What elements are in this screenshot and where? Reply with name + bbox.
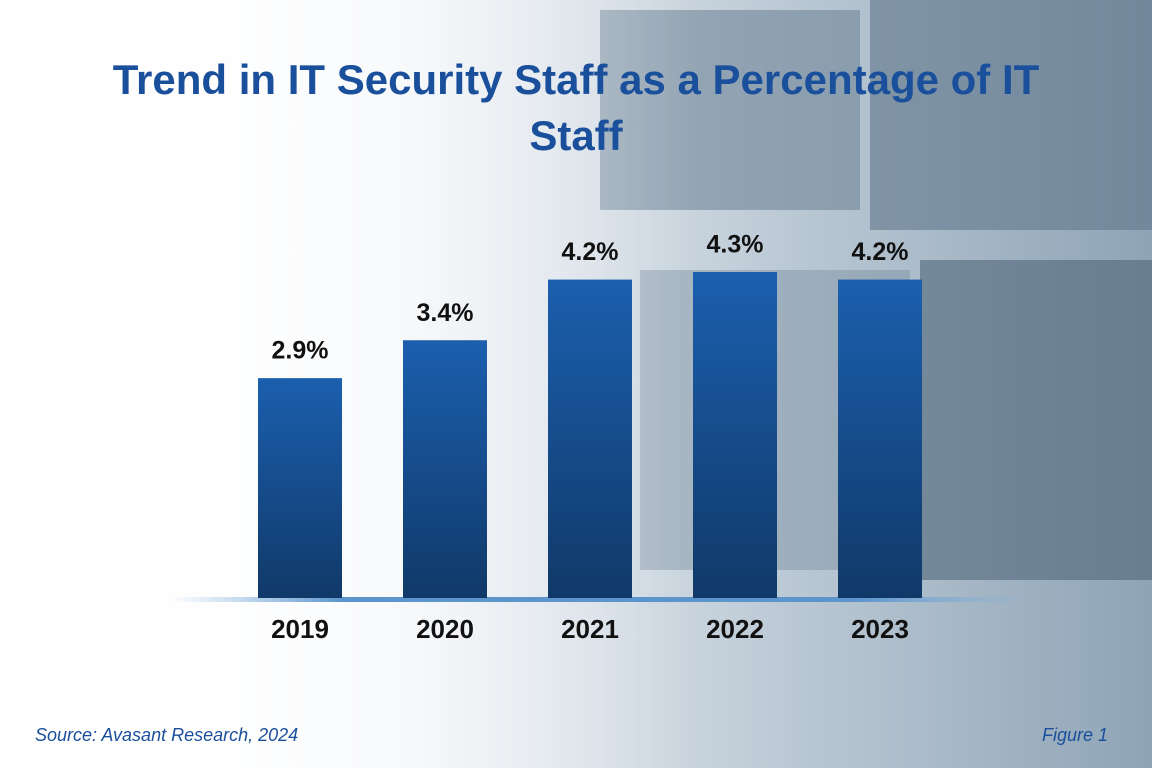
- chart-title: Trend in IT Security Staff as a Percenta…: [112, 56, 1040, 159]
- bar-shade: [693, 272, 777, 598]
- monitor: [870, 0, 1152, 230]
- monitor: [920, 260, 1152, 580]
- x-tick-label: 2020: [416, 614, 474, 644]
- source: Source: Avasant Research, 2024: [35, 725, 299, 745]
- x-tick-label: 2022: [706, 614, 764, 644]
- bar-shade: [403, 340, 487, 598]
- x-tick-label: 2019: [271, 614, 329, 644]
- x-tick-label: 2023: [851, 614, 909, 644]
- x-tick-label: 2021: [561, 614, 619, 644]
- bar-shade: [548, 279, 632, 598]
- value-label: 4.2%: [562, 238, 619, 266]
- value-label: 2.9%: [272, 337, 329, 365]
- value-label: 3.4%: [417, 299, 474, 327]
- figure-label: Figure 1: [1041, 725, 1108, 745]
- bar-shade: [838, 279, 922, 598]
- bar-shade: [258, 378, 342, 598]
- value-label: 4.3%: [707, 231, 764, 259]
- baseline: [170, 597, 1030, 602]
- value-label: 4.2%: [852, 238, 909, 266]
